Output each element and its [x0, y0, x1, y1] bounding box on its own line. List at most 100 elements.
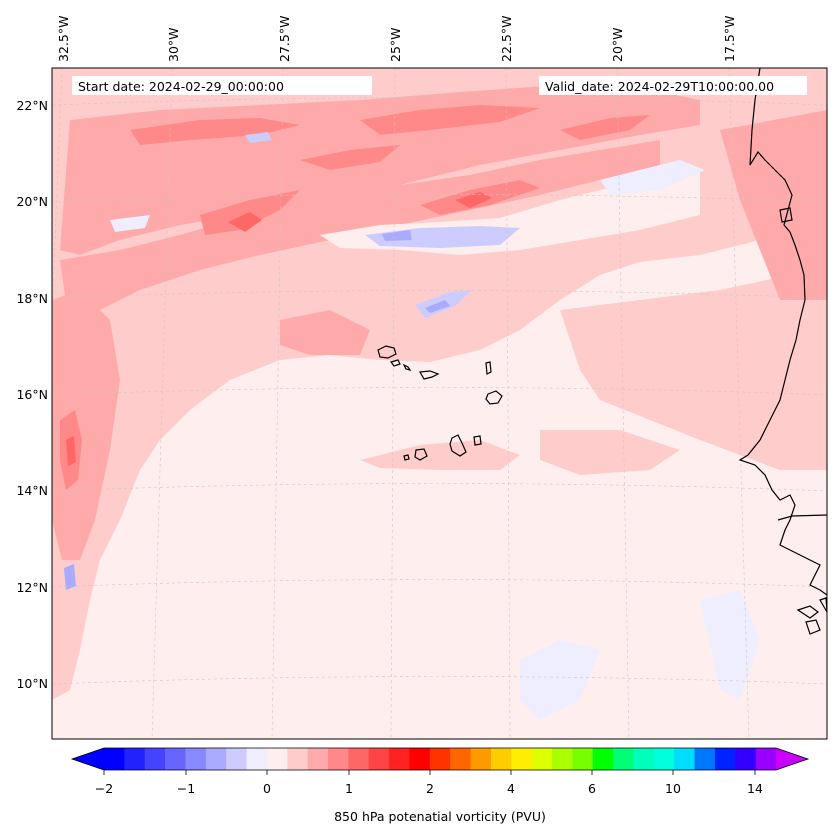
island-sal: [485, 361, 492, 375]
colorbar-label: 850 hPa potenatial vorticity (PVU): [334, 809, 546, 824]
lat-label: 14°N: [16, 483, 48, 498]
colorbar-cell: [531, 748, 553, 770]
colorbar-cell: [592, 748, 614, 770]
bijagos-1: [796, 605, 819, 619]
lon-label: 20°W: [610, 27, 625, 62]
pv-contour-field: [52, 68, 827, 720]
cb-tick-label: −1: [177, 781, 195, 796]
colorbar-cell: [104, 748, 125, 770]
colorbar-cell: [287, 748, 309, 770]
valid-date-box: [539, 76, 807, 95]
colorbar-cell: [389, 748, 410, 770]
colorbar-cell: [185, 748, 207, 770]
map-frame: [51, 67, 828, 740]
colorbar-extend-under: [72, 748, 104, 770]
african-coastline: [738, 67, 828, 635]
neg-pv-7: [700, 590, 760, 700]
colorbar-cell: [348, 748, 370, 770]
valid-date-label: Valid_date: 2024-02-29T10:00:00.00: [545, 79, 774, 94]
island-brava: [403, 454, 410, 461]
pv-region-coastal: [560, 270, 827, 470]
bijagos-2: [805, 619, 821, 635]
pv-streak-1: [130, 118, 300, 145]
pv-blob-center: [280, 310, 370, 355]
colorbar-cell: [124, 748, 146, 770]
colorbar-cell: [470, 748, 492, 770]
colorbar-cell: [735, 748, 757, 770]
colorbar-cell: [714, 748, 736, 770]
start-date-label: Start date: 2024-02-29_00:00:00: [78, 79, 284, 94]
cb-tick-label: 14: [747, 781, 763, 796]
lat-label: 22°N: [16, 98, 48, 113]
lon-label: 17.5°W: [722, 16, 737, 62]
neg-pv-6: [520, 640, 600, 720]
colorbar-tick-labels: −2 −1 0 1 2 4 6 10 14: [95, 781, 763, 796]
lat-label: 16°N: [16, 387, 48, 402]
start-date-box: [72, 76, 372, 95]
cb-tick-label: 0: [263, 781, 271, 796]
lat-label: 12°N: [16, 580, 48, 595]
longitude-labels: 32.5°W 30°W 27.5°W 25°W 22.5°W 20°W 17.5…: [56, 16, 737, 62]
pv-core-3: [66, 436, 76, 466]
cape-verde-islands: [377, 345, 503, 461]
coast-detail-1: [779, 207, 793, 223]
lat-label: 18°N: [16, 291, 48, 306]
pv-band-west: [52, 290, 120, 560]
colorbar-cell: [511, 748, 533, 770]
colorbar: −2 −1 0 1 2 4 6 10 14 850 hPa potenatial…: [70, 747, 810, 824]
pv-streak-7: [560, 115, 650, 140]
colorbar-cell: [450, 748, 471, 770]
lon-label: 32.5°W: [56, 16, 71, 62]
lon-label: 22.5°W: [499, 16, 514, 62]
lon-label: 30°W: [166, 27, 181, 62]
colorbar-cell: [368, 748, 390, 770]
coast-detail-gambia: [777, 514, 828, 521]
colorbar-cell: [165, 748, 186, 770]
coast-mainland: [738, 67, 828, 596]
colorbar-cell: [409, 748, 431, 770]
island-fogo: [414, 448, 428, 461]
colorbar-extend-over: [776, 748, 808, 770]
island-santa-luzia: [402, 363, 412, 371]
pv-core-2: [455, 192, 492, 208]
island-santiago: [449, 434, 467, 457]
colorbar-cell: [694, 748, 716, 770]
pv-streak-6: [300, 145, 400, 170]
island-maio: [473, 435, 482, 446]
lon-label: 27.5°W: [277, 16, 292, 62]
colorbar-ticks: [103, 770, 756, 775]
island-boa-vista: [485, 390, 503, 405]
colorbar-cell: [226, 748, 247, 770]
pv-core-1: [228, 212, 262, 232]
colorbar-cell: [429, 748, 451, 770]
neg-pv-1: [600, 160, 705, 195]
island-santo-antao: [377, 345, 397, 359]
colorbar-cells: [104, 748, 777, 770]
lat-label: 10°N: [16, 676, 48, 691]
island-sao-vicente: [389, 359, 401, 367]
colorbar-cell: [490, 748, 512, 770]
colorbar-cell: [246, 748, 268, 770]
colorbar-cell: [633, 748, 655, 770]
cb-tick-label: 6: [588, 781, 596, 796]
colorbar-cell: [144, 748, 166, 770]
colorbar-cell: [307, 748, 329, 770]
colorbar-cell: [674, 748, 695, 770]
cb-tick-label: 1: [345, 781, 353, 796]
pv-region-east: [540, 430, 680, 475]
colorbar-cell: [653, 748, 675, 770]
pv-streak-2: [360, 105, 540, 135]
neg-pv-3-core: [425, 300, 450, 313]
cb-tick-label: −2: [95, 781, 113, 796]
colorbar-cell: [572, 748, 594, 770]
island-sao-nicolau: [419, 370, 440, 380]
neg-pv-5: [64, 564, 76, 590]
latitude-labels: 22°N 20°N 18°N 16°N 14°N 12°N 10°N: [16, 98, 48, 691]
pv-region-coast-north: [720, 110, 827, 300]
cb-tick-label: 4: [507, 781, 515, 796]
cb-tick-label: 2: [426, 781, 434, 796]
colorbar-cell: [552, 748, 573, 770]
colorbar-cell: [755, 748, 777, 770]
